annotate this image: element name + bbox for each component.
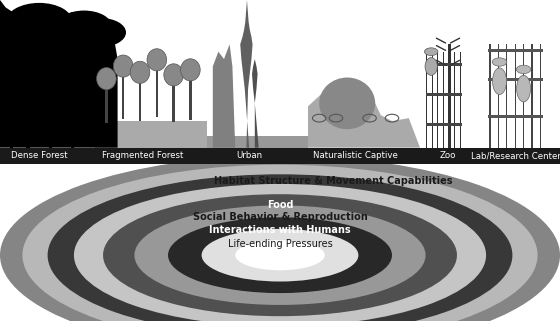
Text: Food: Food xyxy=(267,200,293,211)
Polygon shape xyxy=(240,0,253,148)
Ellipse shape xyxy=(22,165,538,321)
Bar xyxy=(49,18,52,148)
Ellipse shape xyxy=(164,64,184,86)
Text: Zoo: Zoo xyxy=(440,151,456,160)
Ellipse shape xyxy=(493,68,506,94)
Ellipse shape xyxy=(113,55,133,77)
Text: Naturalistic Captive: Naturalistic Captive xyxy=(313,151,398,160)
Ellipse shape xyxy=(168,217,392,293)
Bar xyxy=(95,121,207,148)
Circle shape xyxy=(6,3,73,41)
Bar xyxy=(207,136,308,148)
Polygon shape xyxy=(213,44,235,148)
Bar xyxy=(189,74,192,120)
Bar xyxy=(156,65,158,117)
Polygon shape xyxy=(308,81,420,148)
Ellipse shape xyxy=(134,205,426,305)
Bar xyxy=(26,7,30,148)
Ellipse shape xyxy=(235,240,325,270)
Bar xyxy=(426,93,462,96)
Ellipse shape xyxy=(48,174,512,321)
Bar xyxy=(515,44,516,148)
Text: Urban: Urban xyxy=(236,151,262,160)
Text: Interactions with Humans: Interactions with Humans xyxy=(209,225,351,236)
Bar xyxy=(460,52,461,148)
Bar xyxy=(531,44,533,148)
Bar xyxy=(540,44,541,148)
Circle shape xyxy=(56,11,112,43)
Circle shape xyxy=(76,18,126,47)
Ellipse shape xyxy=(180,59,200,81)
Bar xyxy=(454,52,455,148)
Bar xyxy=(432,52,433,148)
Bar xyxy=(506,44,507,148)
Ellipse shape xyxy=(0,156,560,321)
Bar xyxy=(489,44,491,148)
Text: Habitat Structure & Movement Capabilities: Habitat Structure & Movement Capabilitie… xyxy=(214,176,452,187)
Ellipse shape xyxy=(74,184,486,321)
Ellipse shape xyxy=(130,61,150,83)
Bar xyxy=(426,64,462,66)
Text: Lab/Research Center: Lab/Research Center xyxy=(472,151,560,160)
Ellipse shape xyxy=(425,57,437,75)
Bar xyxy=(488,49,543,52)
Bar xyxy=(437,52,438,148)
Bar xyxy=(488,78,543,81)
Bar xyxy=(488,115,543,118)
Circle shape xyxy=(45,25,101,57)
Bar xyxy=(0,0,560,148)
Circle shape xyxy=(492,58,507,66)
Polygon shape xyxy=(0,0,118,148)
Ellipse shape xyxy=(103,194,457,316)
Bar xyxy=(426,52,427,148)
Polygon shape xyxy=(252,59,259,148)
Bar xyxy=(172,79,175,122)
Bar xyxy=(498,44,499,148)
Bar xyxy=(105,83,108,123)
Bar xyxy=(122,71,124,119)
Ellipse shape xyxy=(147,49,167,71)
Ellipse shape xyxy=(97,67,116,90)
Ellipse shape xyxy=(516,75,531,102)
Circle shape xyxy=(0,21,50,53)
Bar xyxy=(10,15,13,148)
Text: Social Behavior & Reproduction: Social Behavior & Reproduction xyxy=(193,212,367,222)
Text: Fragmented Forest: Fragmented Forest xyxy=(102,151,184,160)
Text: Dense Forest: Dense Forest xyxy=(11,151,68,160)
Bar xyxy=(139,77,141,121)
Circle shape xyxy=(424,48,438,56)
Bar xyxy=(448,44,451,148)
Bar xyxy=(0,148,560,164)
Ellipse shape xyxy=(202,229,358,282)
Bar xyxy=(443,52,444,148)
Bar xyxy=(523,44,524,148)
Bar xyxy=(426,123,462,126)
Text: Life-ending Pressures: Life-ending Pressures xyxy=(227,239,333,249)
Ellipse shape xyxy=(319,78,375,129)
Circle shape xyxy=(25,12,87,47)
Bar xyxy=(449,52,450,148)
Bar xyxy=(71,12,74,148)
Circle shape xyxy=(516,65,531,74)
